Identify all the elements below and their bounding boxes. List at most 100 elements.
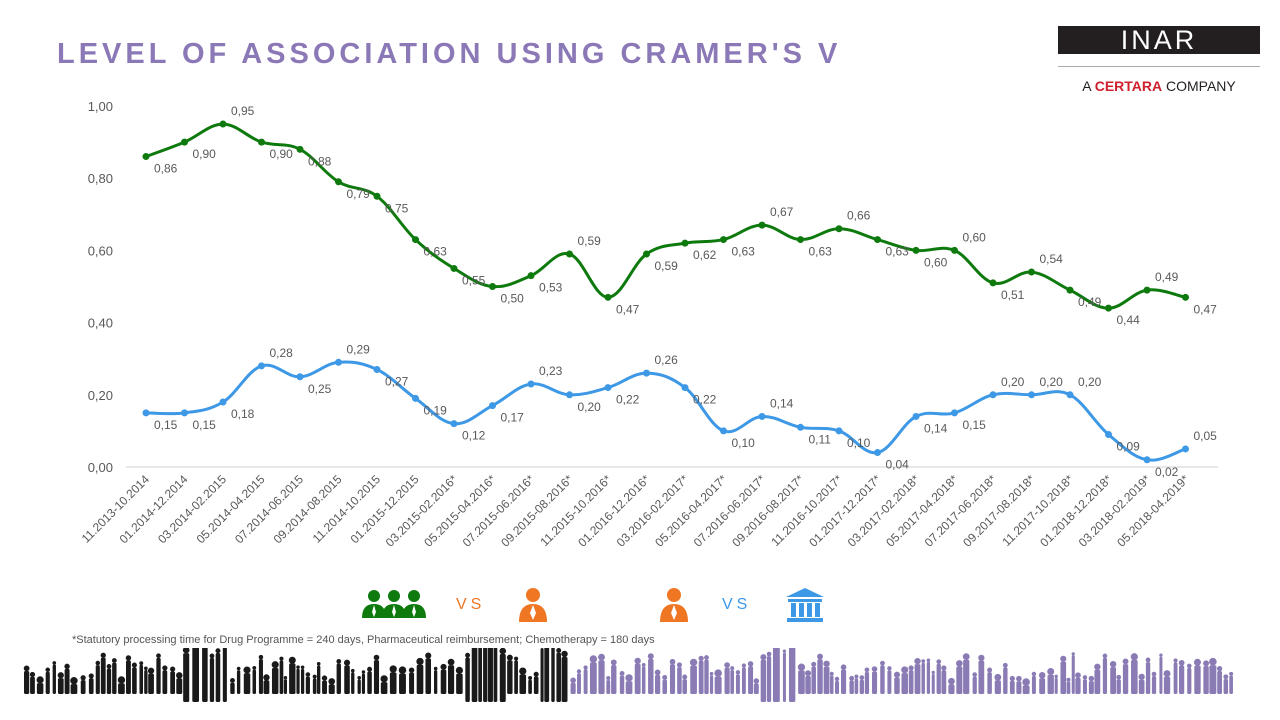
data-point bbox=[604, 293, 612, 301]
crowd-person-silhouette bbox=[483, 648, 488, 702]
crowd-person-silhouette bbox=[471, 648, 478, 702]
data-label: 0,67 bbox=[770, 205, 794, 219]
logo-prefix: A bbox=[1082, 78, 1091, 94]
data-point bbox=[874, 449, 881, 457]
x-tick-label: 03.2015-02.2016* bbox=[383, 472, 461, 550]
data-label: 0,60 bbox=[924, 255, 948, 269]
data-point bbox=[566, 391, 573, 399]
crowd-person-silhouette bbox=[23, 665, 30, 694]
crowd-person-silhouette bbox=[972, 672, 978, 694]
data-label: 0,66 bbox=[847, 209, 871, 223]
crowd-person-silhouette bbox=[1209, 657, 1217, 694]
crowd-person-silhouette bbox=[914, 658, 921, 694]
crowd-person-silhouette bbox=[1054, 674, 1058, 694]
crowd-person-silhouette bbox=[544, 648, 550, 702]
data-point bbox=[874, 236, 881, 244]
crowd-person-silhouette bbox=[95, 660, 101, 694]
y-tick-label: 0,40 bbox=[88, 316, 113, 331]
crowd-person-silhouette bbox=[209, 653, 215, 702]
crowd-person-silhouette bbox=[1193, 658, 1201, 694]
data-label: 0,63 bbox=[732, 245, 756, 259]
data-point bbox=[181, 409, 188, 417]
crowd-person-silhouette bbox=[506, 654, 513, 694]
crowd-person-silhouette bbox=[170, 666, 176, 694]
crowd-person-silhouette bbox=[576, 669, 582, 694]
crowd-person-silhouette bbox=[380, 675, 388, 694]
data-label: 0,62 bbox=[693, 248, 717, 262]
crowd-person-silhouette bbox=[859, 675, 865, 694]
crowd-person-silhouette bbox=[147, 667, 155, 694]
x-tick-label: 01.2017-12.2017* bbox=[806, 472, 884, 550]
person-icon bbox=[519, 588, 547, 622]
data-label: 0,12 bbox=[462, 429, 486, 443]
crowd-person-silhouette bbox=[887, 666, 892, 694]
data-point bbox=[258, 138, 265, 146]
crowd-person-silhouette bbox=[139, 661, 144, 694]
crowd-person-silhouette bbox=[864, 667, 870, 694]
crowd-person-silhouette bbox=[840, 664, 847, 694]
x-tick-label: 03.2017-02.2018* bbox=[845, 472, 923, 550]
data-label: 0,04 bbox=[886, 458, 910, 472]
crowd-person-silhouette bbox=[854, 674, 859, 694]
crowd-person-silhouette bbox=[252, 665, 257, 694]
crowd-person-silhouette bbox=[811, 661, 817, 694]
data-label: 0,22 bbox=[693, 393, 717, 407]
data-label: 0,75 bbox=[385, 201, 409, 215]
data-point bbox=[412, 236, 419, 244]
data-label: 0,02 bbox=[1155, 465, 1179, 479]
data-label: 0,05 bbox=[1194, 429, 1218, 443]
crowd-person-silhouette bbox=[747, 661, 754, 694]
crowd-person-silhouette bbox=[271, 661, 279, 694]
crowd-person-silhouette bbox=[662, 675, 668, 694]
x-tick-label: 05.2017-04.2018* bbox=[883, 472, 961, 550]
crowd-person-silhouette bbox=[805, 670, 812, 694]
data-label: 0,22 bbox=[616, 393, 640, 407]
crowd-person-silhouette bbox=[1109, 660, 1117, 694]
data-point bbox=[1028, 268, 1035, 276]
logo-wordmark-box: INAR bbox=[1058, 26, 1260, 54]
crowd-person-silhouette bbox=[1102, 653, 1108, 694]
crowd-person-silhouette bbox=[606, 675, 611, 694]
data-point bbox=[1143, 286, 1151, 294]
y-tick-label: 0,20 bbox=[88, 388, 113, 403]
y-tick-label: 0,00 bbox=[88, 460, 113, 475]
crowd-person-silhouette bbox=[647, 653, 654, 694]
crowd-person-silhouette bbox=[305, 672, 311, 694]
crowd-person-silhouette bbox=[849, 675, 855, 694]
crowd-person-silhouette bbox=[654, 669, 661, 694]
data-label: 0,18 bbox=[231, 407, 255, 421]
data-label: 0,15 bbox=[154, 418, 178, 432]
series-line-1 bbox=[145, 122, 1186, 310]
x-tick-label: 01.2018-12.2018* bbox=[1037, 472, 1115, 550]
data-point bbox=[951, 409, 958, 417]
crowd-person-silhouette bbox=[465, 652, 471, 702]
crowd-person-silhouette bbox=[316, 661, 321, 694]
crowd-person-silhouette bbox=[373, 654, 380, 694]
data-point bbox=[373, 366, 381, 374]
data-point bbox=[604, 384, 612, 392]
crowd-person-silhouette bbox=[106, 663, 112, 694]
x-tick-label: 11.2015-10.2016* bbox=[537, 472, 614, 549]
crowd-person-silhouette bbox=[156, 653, 161, 694]
data-point bbox=[219, 120, 227, 128]
data-point bbox=[489, 283, 496, 290]
crowd-person-silhouette bbox=[834, 676, 840, 694]
crowd-person-silhouette bbox=[1038, 672, 1046, 694]
data-point bbox=[989, 391, 997, 399]
crowd-person-silhouette bbox=[440, 663, 447, 694]
crowd-person-silhouette bbox=[682, 674, 688, 694]
crowd-person-silhouette bbox=[689, 658, 698, 694]
x-tick-label: 01.2016-12.2016* bbox=[575, 472, 653, 550]
crowd-person-silhouette bbox=[1016, 675, 1022, 694]
crowd-person-silhouette bbox=[893, 671, 900, 694]
crowd-person-silhouette bbox=[389, 665, 397, 694]
crowd-person-silhouette bbox=[493, 648, 498, 702]
data-label: 0,49 bbox=[1155, 270, 1179, 284]
crowd-person-silhouette bbox=[1082, 675, 1088, 694]
x-tick-label: 07.2016-06.2017* bbox=[691, 472, 769, 550]
crowd-person-silhouette bbox=[100, 652, 106, 694]
x-tick-label: 07.2017-06.2018* bbox=[922, 472, 1000, 550]
crowd-person-silhouette bbox=[528, 675, 533, 694]
crowd-person-silhouette bbox=[1009, 675, 1015, 694]
data-point bbox=[1105, 304, 1112, 312]
